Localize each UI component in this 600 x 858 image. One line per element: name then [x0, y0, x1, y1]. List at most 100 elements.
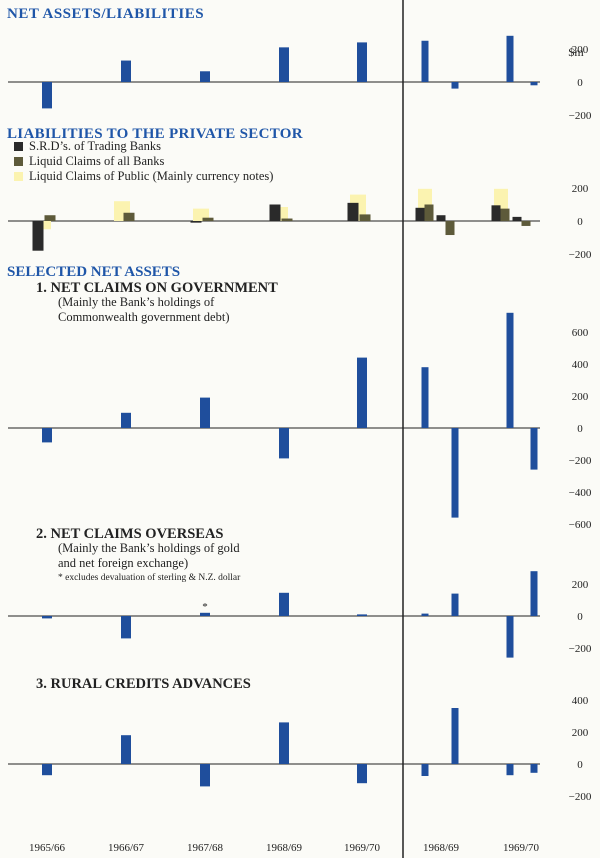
bar-srd	[190, 221, 202, 223]
bar	[506, 764, 514, 776]
y-tick-label: 400	[572, 359, 589, 371]
bar	[279, 592, 289, 616]
bar	[506, 312, 514, 428]
bar	[421, 613, 429, 616]
x-tick-label-quarterly: 1969/70	[503, 842, 540, 854]
y-tick-label: 200	[572, 727, 589, 739]
x-tick-label: 1965/66	[29, 842, 66, 854]
bar	[421, 40, 429, 82]
y-tick-label: 200	[572, 183, 589, 195]
bar	[357, 42, 367, 82]
y-tick-label: −200	[569, 249, 592, 261]
bar-srd	[491, 205, 501, 221]
y-tick-label: −600	[569, 519, 592, 531]
y-tick-label: 0	[577, 611, 583, 623]
bar	[42, 428, 52, 443]
legend-label-1: Liquid Claims of all Banks	[29, 154, 165, 168]
bar	[200, 397, 210, 428]
legend-label-2: Liquid Claims of Public (Mainly currency…	[29, 169, 273, 183]
bar-srd	[436, 215, 446, 221]
panel-title-overseas: 2. NET CLAIMS OVERSEAS	[36, 526, 223, 542]
bar-srd	[512, 216, 522, 221]
y-tick-label: −200	[569, 643, 592, 655]
bar	[357, 764, 367, 784]
unit-label: $m	[568, 45, 584, 59]
bar	[42, 764, 52, 776]
bar	[279, 428, 289, 459]
bar	[530, 571, 538, 616]
bar	[506, 616, 514, 658]
bar	[279, 722, 289, 764]
x-tick-label: 1966/67	[108, 842, 145, 854]
bar-banks	[202, 217, 214, 221]
bar-banks	[359, 214, 371, 221]
y-tick-label: −200	[569, 791, 592, 803]
footnote-marker: *	[202, 601, 208, 613]
section-heading: SELECTED NET ASSETS	[7, 264, 180, 280]
legend-swatch-2	[14, 172, 23, 181]
legend-label-0: S.R.D’s. of Trading Banks	[29, 139, 161, 153]
bar-srd	[32, 221, 44, 251]
y-tick-label: −400	[569, 487, 592, 499]
y-tick-label: 200	[572, 579, 589, 591]
bar	[121, 616, 131, 639]
y-tick-label: 400	[572, 695, 589, 707]
bar	[451, 708, 459, 764]
bar	[530, 82, 538, 86]
bar-srd	[269, 204, 281, 221]
bar	[530, 764, 538, 773]
bar-banks	[521, 221, 531, 226]
y-tick-label: 600	[572, 327, 589, 339]
bar	[357, 614, 367, 616]
bar-banks	[123, 212, 135, 221]
bar	[200, 612, 210, 616]
panel-title-rural: 3. RURAL CREDITS ADVANCES	[36, 676, 251, 692]
bar	[42, 82, 52, 109]
y-tick-label: 200	[572, 391, 589, 403]
x-tick-label: 1968/69	[266, 842, 303, 854]
bar	[121, 735, 131, 764]
legend-swatch-1	[14, 157, 23, 166]
y-tick-label: 0	[577, 423, 583, 435]
bar	[200, 71, 210, 82]
bar-banks	[424, 204, 434, 221]
legend-swatch-0	[14, 142, 23, 151]
bar	[42, 616, 52, 619]
bar	[200, 764, 210, 787]
y-tick-label: 200	[572, 44, 589, 56]
bar	[451, 593, 459, 616]
bar	[421, 764, 429, 776]
y-tick-label: −200	[569, 110, 592, 122]
x-tick-label-quarterly: 1968/69	[423, 842, 460, 854]
panel-subtitle-government-0: (Mainly the Bank’s holdings of	[58, 295, 215, 309]
bar	[530, 428, 538, 470]
panel-title-liabilities: LIABILITIES TO THE PRIVATE SECTOR	[7, 126, 303, 142]
y-tick-label: 0	[577, 216, 583, 228]
bar	[357, 357, 367, 428]
bar	[121, 60, 131, 82]
panel-subtitle-overseas-1: and net foreign exchange)	[58, 556, 188, 570]
panel-subtitle-overseas-0: (Mainly the Bank’s holdings of gold	[58, 541, 240, 555]
panel-title-net-assets: NET ASSETS/LIABILITIES	[7, 6, 204, 22]
y-tick-label: 0	[577, 759, 583, 771]
bar	[451, 428, 459, 518]
bar	[451, 82, 459, 89]
x-tick-label: 1967/68	[187, 842, 224, 854]
footnote: * excludes devaluation of sterling & N.Z…	[58, 572, 241, 583]
bar-banks	[445, 221, 455, 236]
bar-srd	[415, 207, 425, 221]
bar-banks	[281, 218, 293, 221]
panel-title-government: 1. NET CLAIMS ON GOVERNMENT	[36, 280, 278, 296]
bar	[279, 47, 289, 82]
y-tick-label: 0	[577, 77, 583, 89]
y-tick-label: −200	[569, 455, 592, 467]
x-tick-label: 1969/70	[344, 842, 381, 854]
panel-subtitle-government-1: Commonwealth government debt)	[58, 310, 230, 324]
bar	[506, 35, 514, 82]
bar	[421, 367, 429, 428]
bar-banks	[44, 215, 56, 221]
bar	[121, 412, 131, 428]
bar-banks	[500, 208, 510, 221]
bar-srd	[347, 202, 359, 221]
